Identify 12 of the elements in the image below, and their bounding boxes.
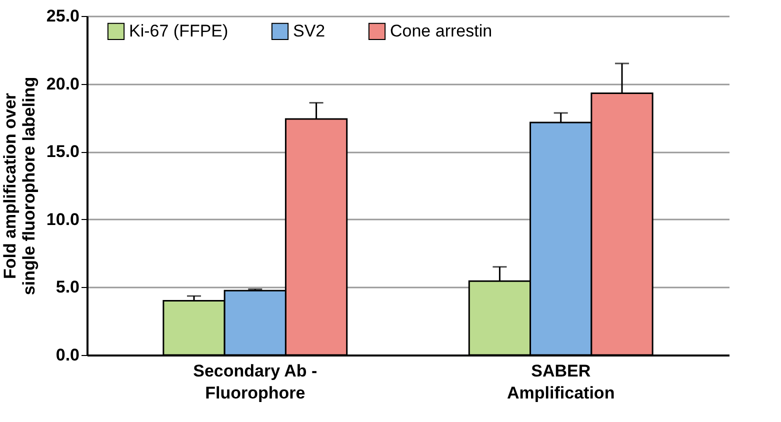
y-tick-label: 5.0 [56,278,80,297]
y-tick-label: 10.0 [46,210,80,229]
legend-label: Ki-67 (FFPE) [129,21,228,40]
y-tick-label: 20.0 [46,74,80,94]
y-tick-label: 25.0 [46,6,80,26]
y-tick-label: 15.0 [46,142,80,162]
x-tick-label: SABER Amplification [507,362,615,402]
y-axis-title: Fold amplification over single fluorophore labeling [0,76,38,296]
legend-label: SV2 [293,21,326,40]
legend-label: Cone arrestin [390,21,492,40]
x-tick-label: Secondary Ab - Fluorophore [193,362,318,402]
y-tick-label: 0.0 [56,346,80,364]
